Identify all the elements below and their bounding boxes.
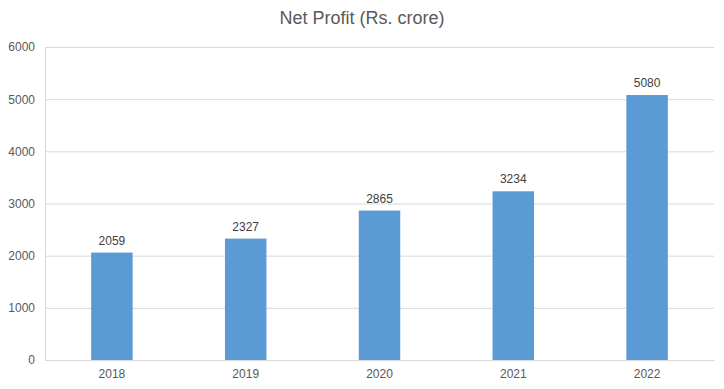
y-tick-label: 1000 [8,301,35,315]
grid-line [45,47,714,48]
y-tick: 5000 [8,93,714,107]
x-tick-label: 2019 [232,367,259,381]
y-tick-label: 2000 [8,249,35,263]
y-tick: 4000 [8,145,714,159]
x-axis-line [46,360,715,361]
bar [91,253,132,360]
y-tick: 6000 [8,40,714,54]
bars [91,95,668,360]
y-tick-label: 6000 [8,40,35,54]
bar [359,211,400,360]
x-tick: 2019 [232,367,259,381]
x-tick: 2020 [366,367,393,381]
grid-line [45,99,714,100]
data-labels: 2059 2327 2865 3234 5080 [99,76,661,248]
y-axis: 0 1000 2000 3000 4000 5000 6000 [8,40,714,367]
plot: 0 1000 2000 3000 4000 5000 6000 2018 2019 2020 202… [8,40,714,380]
data-label: 2059 [99,234,126,248]
y-tick-label: 5000 [8,93,35,107]
y-tick: 3000 [8,197,714,211]
bar [493,191,534,360]
grid-line [45,151,714,152]
x-tick: 2018 [99,367,126,381]
bar [626,95,667,360]
x-tick-label: 2020 [366,367,393,381]
data-label: 5080 [634,76,661,90]
chart: Net Profit (Rs. crore) 0 1000 2000 3000 4000 5… [0,0,724,389]
y-tick-label: 0 [28,353,35,367]
grid-line [45,360,714,361]
data-label: 2327 [232,220,259,234]
x-tick-label: 2021 [500,367,527,381]
x-tick: 2021 [500,367,527,381]
title: Net Profit (Rs. crore) [279,8,444,28]
x-tick-label: 2022 [634,367,661,381]
data-label: 3234 [500,172,527,186]
bar [225,239,266,360]
x-tick: 2022 [634,367,661,381]
y-tick-label: 4000 [8,145,35,159]
data-label: 2865 [366,192,393,206]
y-tick-label: 3000 [8,197,35,211]
x-axis: 2018 2019 2020 2021 2022 [46,361,715,381]
y-axis-line [46,48,715,361]
x-tick-label: 2018 [99,367,126,381]
